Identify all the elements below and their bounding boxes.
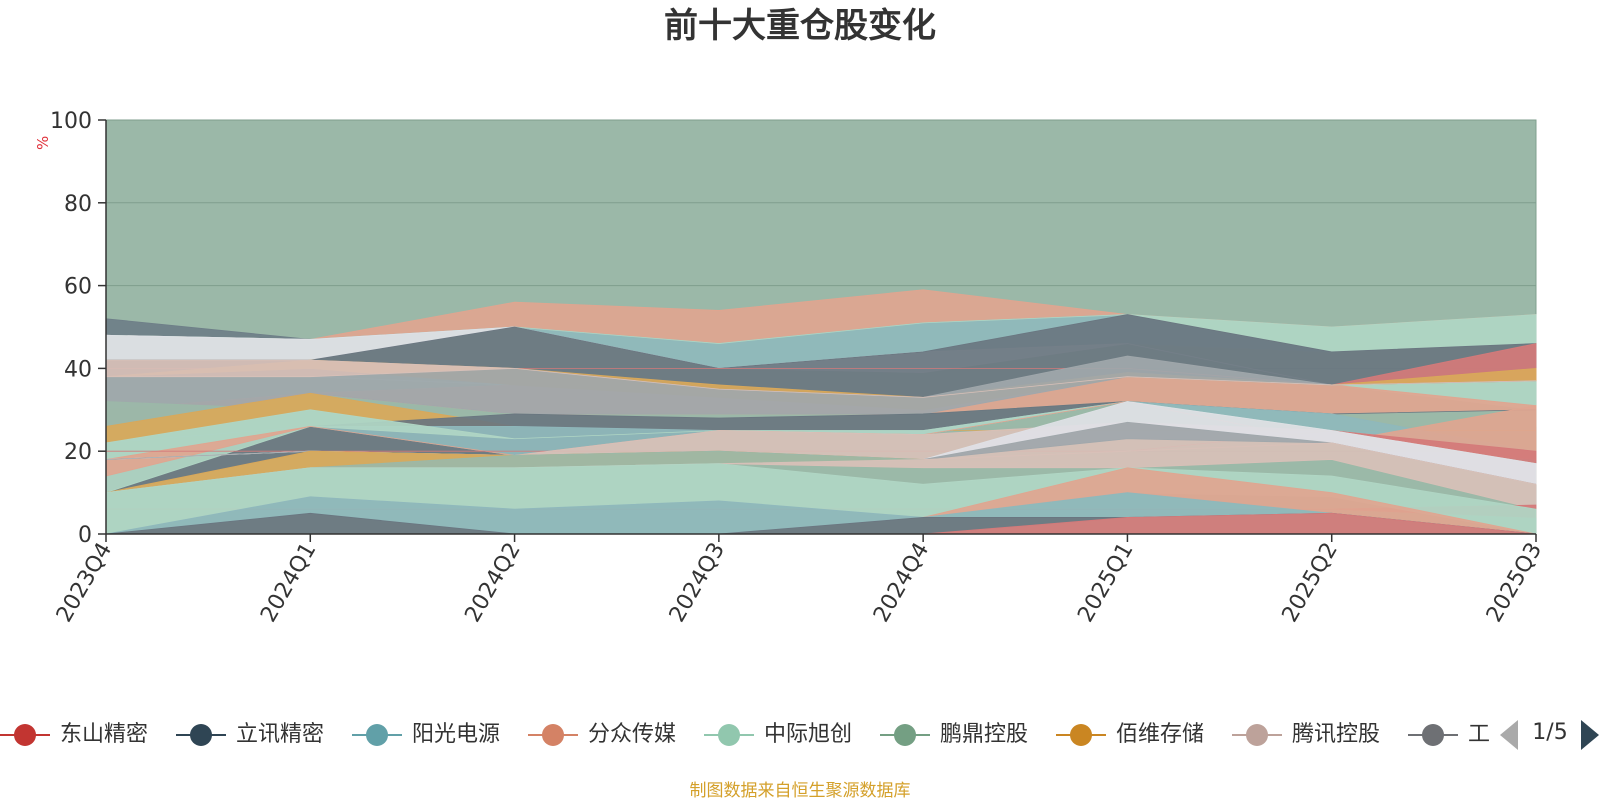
legend-marker-icon [366, 724, 388, 746]
legend-label: 工 [1468, 722, 1490, 747]
legend-label: 东山精密 [60, 722, 149, 747]
legend-label: 分众传媒 [588, 722, 677, 747]
data-source-note: 制图数据来自恒生聚源数据库 [689, 781, 911, 801]
legend-next-icon[interactable] [1581, 720, 1599, 750]
x-tick-label: 2025Q2 [1278, 539, 1343, 627]
legend-label: 阳光电源 [412, 722, 501, 747]
chart-title: 前十大重仓股变化 [664, 6, 936, 46]
y-tick-label: 0 [78, 523, 92, 548]
legend-label: 鹏鼎控股 [940, 722, 1029, 747]
legend-label: 中际旭创 [764, 722, 853, 747]
legend-prev-icon[interactable] [1500, 720, 1518, 750]
x-tick-label: 2025Q1 [1073, 539, 1138, 627]
y-tick-label: 80 [64, 192, 92, 217]
legend-pager: 1/5 [1498, 715, 1599, 755]
x-tick-label: 2024Q4 [869, 539, 934, 627]
y-tick-label: 20 [64, 440, 92, 465]
legend-marker-icon [542, 724, 564, 746]
legend-marker-icon [718, 724, 740, 746]
x-tick-label: 2024Q2 [460, 539, 525, 627]
area-chart: 0 20 40 60 80 100 2023Q4 2024Q1 2024Q2 2024Q3 2024… [50, 109, 1547, 627]
legend: 东山精密 立讯精密 阳光电源 分众传媒 中际旭创 鹏鼎控股 佰维存储 腾讯控股 工 [0, 715, 1490, 755]
legend-label: 腾讯控股 [1292, 722, 1381, 747]
x-tick-label: 2025Q3 [1482, 539, 1547, 627]
legend-marker-icon [190, 724, 212, 746]
y-tick-label: 100 [50, 109, 92, 134]
x-tick-label: 2024Q3 [665, 539, 730, 627]
legend-marker-icon [1246, 724, 1268, 746]
legend-marker-icon [14, 724, 36, 746]
legend-marker-icon [1070, 724, 1092, 746]
series-band-11 [105, 359, 1537, 398]
legend-page-indicator: 1/5 [1532, 720, 1568, 745]
legend-marker-icon [894, 724, 916, 746]
x-tick-label: 2023Q4 [52, 539, 117, 627]
y-tick-label: 60 [64, 275, 92, 300]
legend-label: 佰维存储 [1116, 722, 1205, 747]
x-tick-label: 2024Q1 [256, 539, 321, 627]
legend-marker-icon [1422, 724, 1444, 746]
legend-label: 立讯精密 [236, 722, 325, 747]
y-tick-label: 40 [64, 357, 92, 382]
